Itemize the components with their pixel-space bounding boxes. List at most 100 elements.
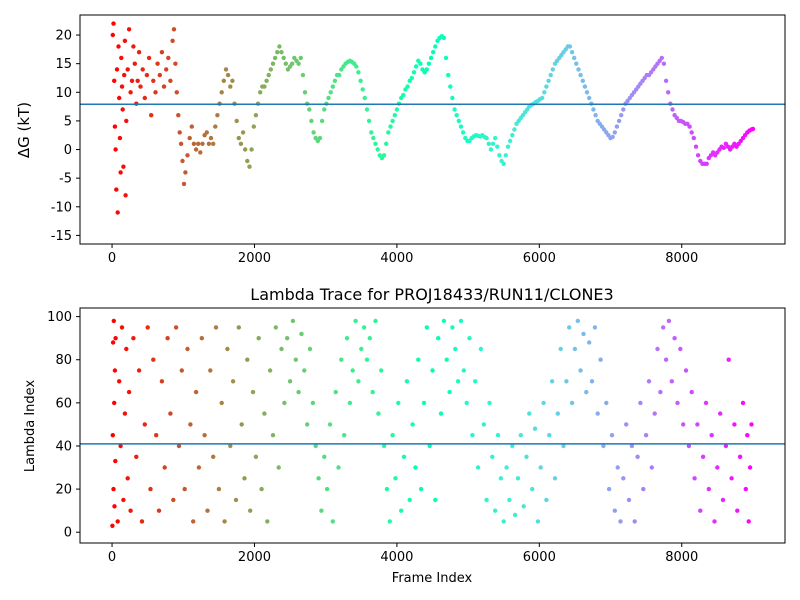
lambda-data-point <box>621 476 626 481</box>
lambda-data-point <box>735 508 740 513</box>
lambda-data-point <box>347 400 353 406</box>
dg-data-point <box>114 187 119 192</box>
lambda-data-point <box>359 346 364 352</box>
dg-data-point <box>574 61 579 66</box>
dg-data-point <box>548 72 553 78</box>
lambda-data-point <box>250 389 256 395</box>
dg-data-point <box>317 135 323 141</box>
lambda-data-point <box>747 465 753 470</box>
dg-data-point <box>238 141 244 146</box>
lambda-data-point <box>433 497 438 503</box>
lambda-data-point <box>390 433 395 438</box>
lambda-data-point <box>649 465 654 470</box>
dg-data-point <box>544 84 549 89</box>
lambda-data-point <box>410 422 415 427</box>
lambda-data-point <box>117 379 122 384</box>
dg-y-axis: -15 -10 -5 0 5 10 15 20 <box>51 29 80 244</box>
dg-data-point <box>456 118 461 124</box>
dg-data-point <box>183 170 188 175</box>
lambda-data-point <box>276 465 281 470</box>
lambda-y-tick-label: 20 <box>55 483 72 498</box>
dg-data-point <box>110 32 116 38</box>
lambda-data-point <box>666 318 672 324</box>
lambda-data-point <box>219 400 224 406</box>
dg-data-point <box>490 141 496 146</box>
lambda-data-point <box>715 465 720 470</box>
dg-data-point <box>270 61 276 66</box>
lambda-data-point <box>361 325 367 330</box>
dg-data-point <box>136 50 142 55</box>
dg-data-point <box>142 95 147 101</box>
dg-data-point <box>223 67 229 72</box>
lambda-data-point <box>353 318 358 324</box>
dg-x-axis: 0 2000 4000 6000 8000 <box>108 244 698 266</box>
dg-y-tick-label: 5 <box>64 114 72 129</box>
lambda-data-point <box>672 336 677 341</box>
dg-data-point <box>228 84 233 89</box>
dg-data-point <box>234 118 239 124</box>
dg-data-point <box>332 78 338 84</box>
lambda-points <box>110 318 754 528</box>
lambda-data-point <box>407 497 412 503</box>
dg-data-point <box>659 55 664 61</box>
lambda-data-point <box>493 508 498 513</box>
lambda-data-point <box>265 519 270 524</box>
dg-data-point <box>262 84 267 89</box>
dg-y-tick-label: 10 <box>55 86 72 101</box>
dg-points <box>110 21 756 215</box>
lambda-data-point <box>458 318 464 324</box>
lambda-data-point <box>695 422 700 427</box>
dg-y-tick-label: 0 <box>64 143 72 158</box>
dg-data-point <box>170 38 175 43</box>
lambda-y-tick-label: 60 <box>55 396 72 411</box>
dg-data-point <box>582 84 588 89</box>
dg-data-point <box>612 130 617 135</box>
dg-data-point <box>542 90 547 95</box>
dg-data-point <box>193 147 199 152</box>
dg-data-point <box>168 78 173 84</box>
lambda-data-point <box>125 476 130 481</box>
lambda-data-point <box>484 497 489 503</box>
lambda-data-point <box>193 389 199 395</box>
dg-data-point <box>666 90 671 95</box>
dg-data-point <box>174 90 179 95</box>
lambda-data-point <box>624 422 629 427</box>
lambda-data-point <box>342 433 347 438</box>
dg-data-point <box>591 107 596 112</box>
lambda-data-point <box>173 325 179 330</box>
dg-data-point <box>112 78 117 84</box>
lambda-data-point <box>655 346 660 352</box>
lambda-data-point <box>473 379 478 384</box>
dg-data-point <box>302 90 308 95</box>
dg-data-point <box>111 21 116 26</box>
lambda-data-point <box>552 476 558 481</box>
lambda-data-point <box>324 486 330 492</box>
lambda-data-point <box>136 368 142 373</box>
lambda-data-point <box>279 346 284 352</box>
dg-data-point <box>328 90 333 95</box>
lambda-data-point <box>686 443 692 449</box>
lambda-data-point <box>544 497 549 503</box>
dg-data-point <box>191 141 197 146</box>
lambda-data-point <box>618 519 623 524</box>
dg-data-point <box>119 84 125 89</box>
lambda-data-point <box>681 422 686 427</box>
lambda-data-point <box>587 340 592 345</box>
dg-data-point <box>277 44 282 49</box>
lambda-data-point <box>612 508 617 513</box>
dg-data-point <box>488 147 494 152</box>
dg-data-point <box>151 78 156 84</box>
dg-data-point <box>298 55 303 61</box>
lambda-data-point <box>128 508 133 513</box>
dg-data-point <box>446 72 451 78</box>
dg-data-point <box>245 158 250 164</box>
lambda-data-point <box>475 465 481 470</box>
lambda-data-point <box>549 379 555 384</box>
dg-data-point <box>693 144 699 149</box>
dg-data-point <box>381 153 387 158</box>
dg-data-point <box>392 113 397 118</box>
dg-data-point <box>319 118 325 124</box>
dg-data-point <box>390 118 395 124</box>
lambda-data-point <box>159 379 165 384</box>
dg-data-point <box>266 72 271 78</box>
